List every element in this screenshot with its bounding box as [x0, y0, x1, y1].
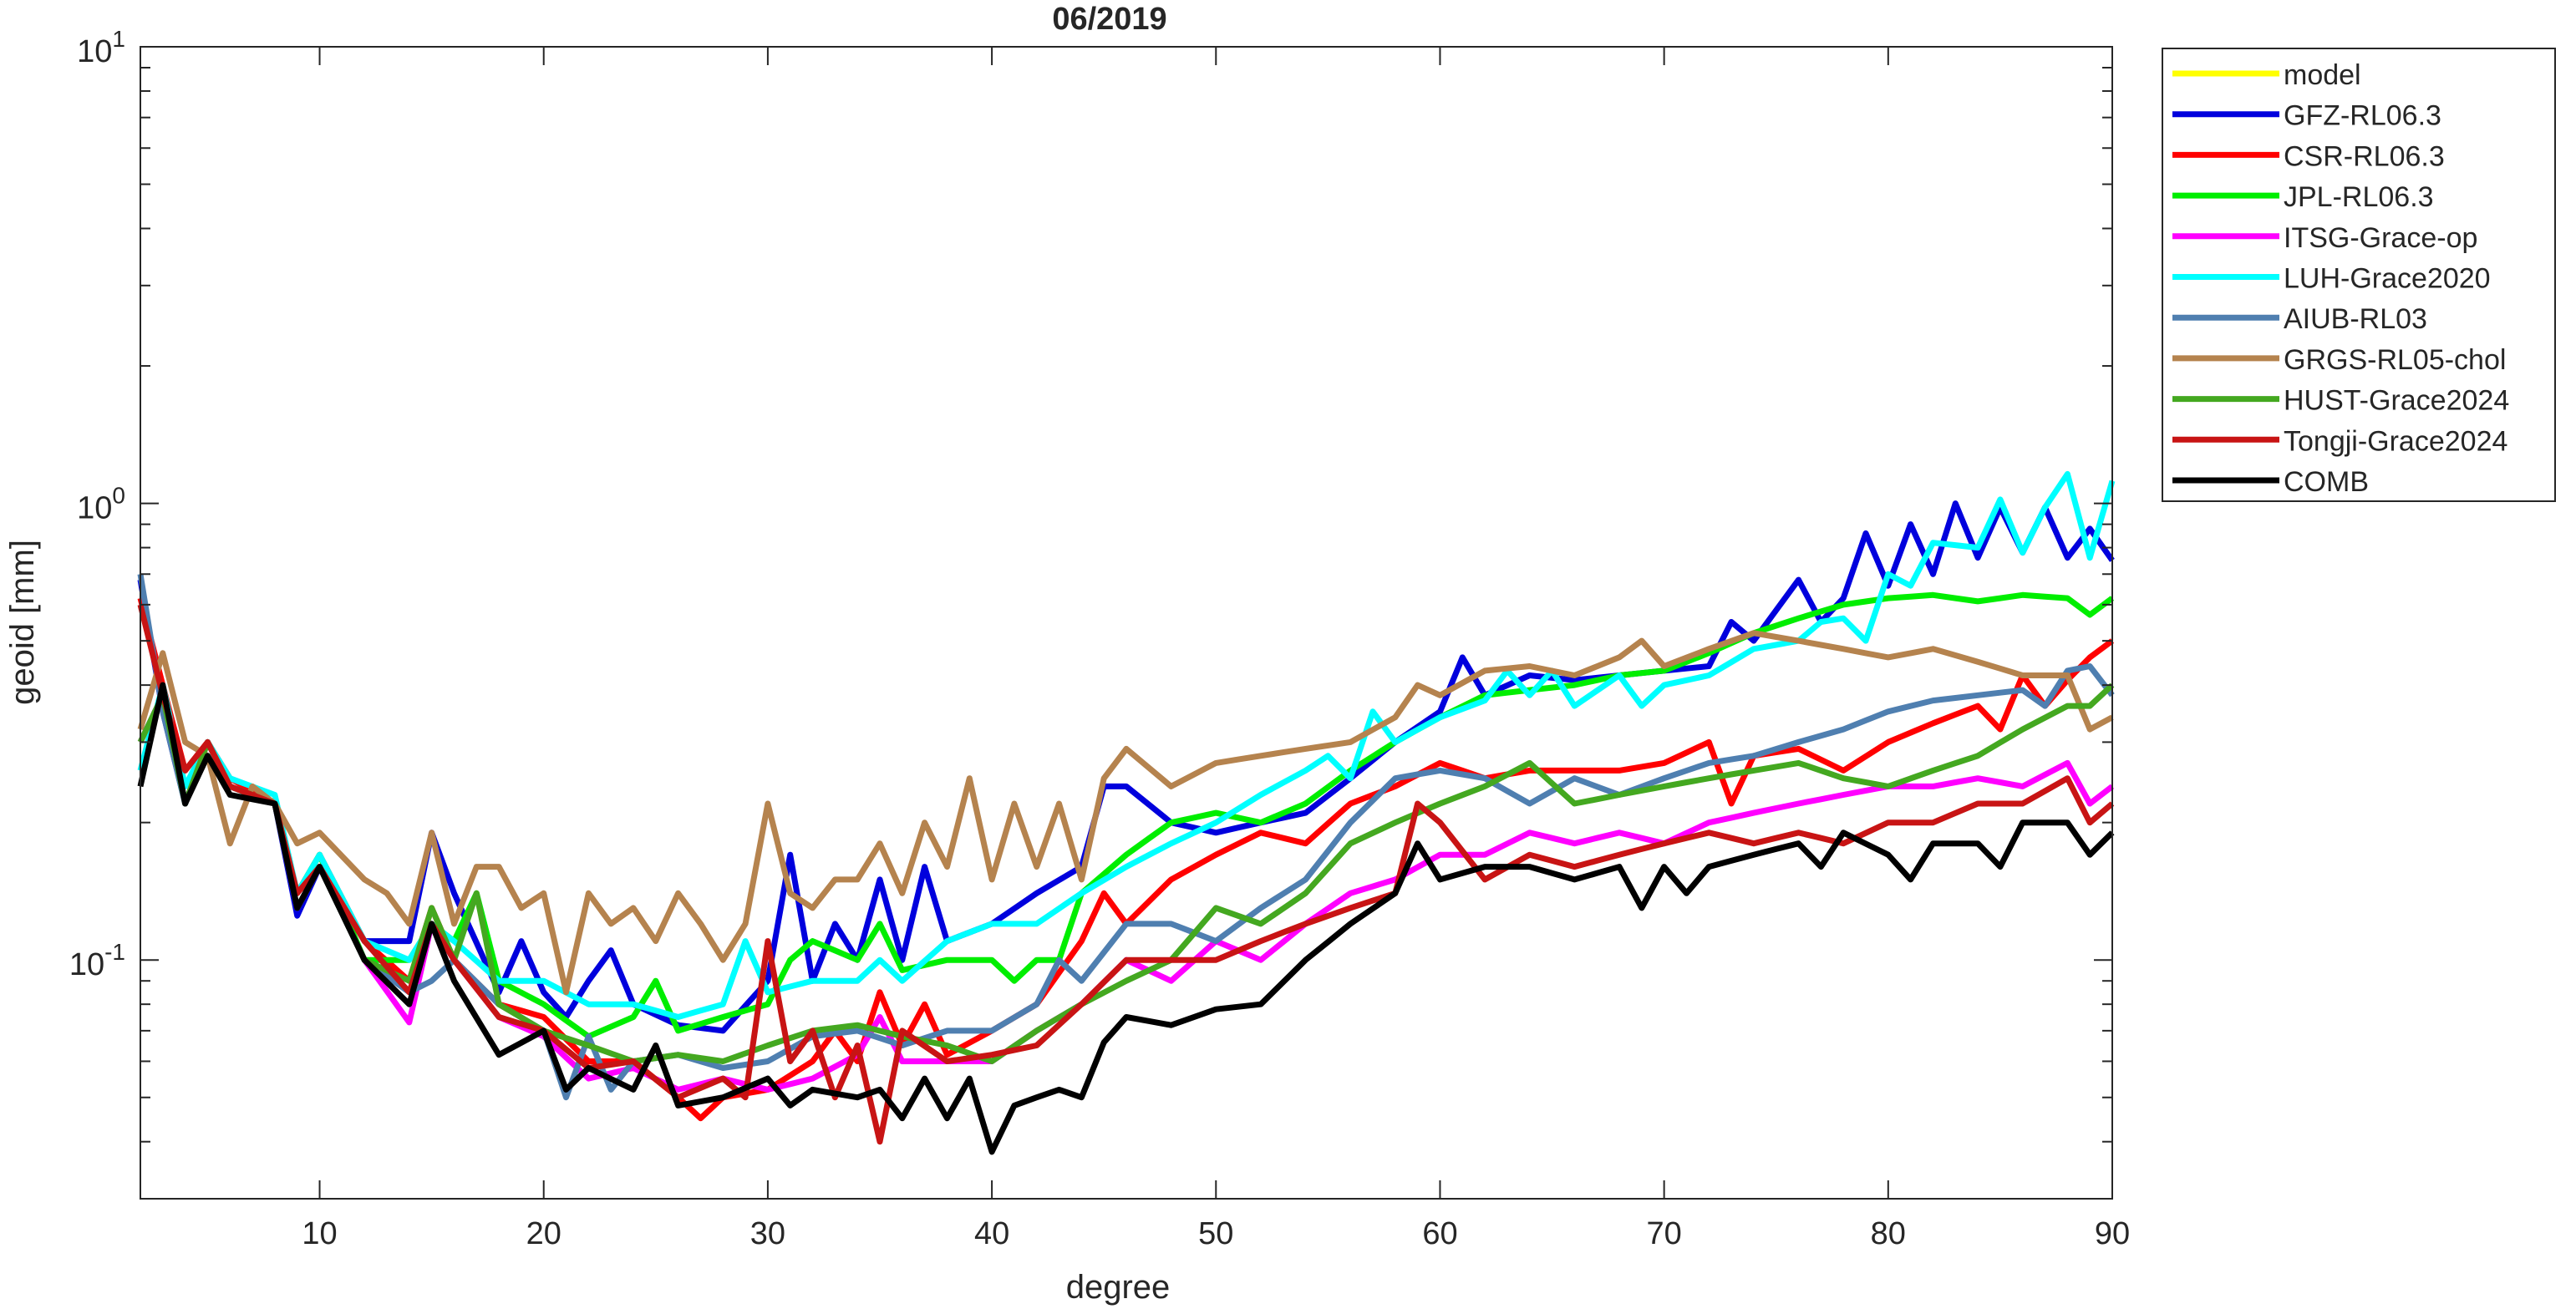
x-tick-label: 20 [526, 1216, 561, 1251]
x-tick-label: 90 [2095, 1216, 2130, 1251]
x-tick-label: 30 [750, 1216, 785, 1251]
legend-label: model [2284, 59, 2361, 91]
y-axis-label: geoid [mm] [4, 540, 41, 705]
x-tick-label: 70 [1646, 1216, 1681, 1251]
series-line-grgs-rl05-chol [137, 630, 2114, 996]
series-line-tongji-grace2024 [137, 604, 2115, 1145]
y-tick-label: 10-1 [69, 939, 125, 982]
y-tick-label: 100 [77, 483, 125, 526]
x-tick-label: 10 [302, 1216, 337, 1251]
series-layer [137, 470, 2116, 1155]
x-axis-label: degree [1066, 1269, 1171, 1306]
axis-ticks [140, 46, 2113, 1200]
legend: model GFZ-RL06.3 CSR-RL06.3 JPL-RL06.3 ITSG-… [2162, 48, 2556, 502]
legend-label: AIUB-RL03 [2284, 303, 2427, 335]
legend-label: CSR-RL06.3 [2284, 140, 2445, 172]
plot-frame [140, 46, 2113, 1200]
legend-label: GRGS-RL05-chol [2284, 344, 2506, 376]
chart-title: 06/2019 [1052, 2, 1166, 37]
legend-label: JPL-RL06.3 [2284, 181, 2434, 213]
x-tick-label: 40 [974, 1216, 1009, 1251]
legend-label: GFZ-RL06.3 [2284, 100, 2441, 132]
x-tick-label: 60 [1422, 1216, 1457, 1251]
x-tick-labels: 10 20 30 40 50 60 70 80 90 [302, 1216, 2130, 1251]
series-line-gfz-rl06-3 [137, 500, 2115, 1034]
y-tick-labels: 101 100 10-1 [69, 26, 125, 982]
legend-label: LUH-Grace2020 [2284, 263, 2491, 295]
x-tick-label: 80 [1871, 1216, 1906, 1251]
series-line-comb [137, 682, 2115, 1155]
x-tick-label: 50 [1198, 1216, 1233, 1251]
legend-label: HUST-Grace2024 [2284, 385, 2509, 417]
y-tick-label: 101 [77, 26, 125, 69]
series-line-hust-grace2024 [137, 682, 2115, 1064]
legend-label: ITSG-Grace-op [2284, 222, 2477, 254]
legend-label: Tongji-Grace2024 [2284, 425, 2507, 457]
series-line-luh-grace2020 [137, 470, 2116, 1020]
legend-label: COMB [2284, 466, 2369, 498]
